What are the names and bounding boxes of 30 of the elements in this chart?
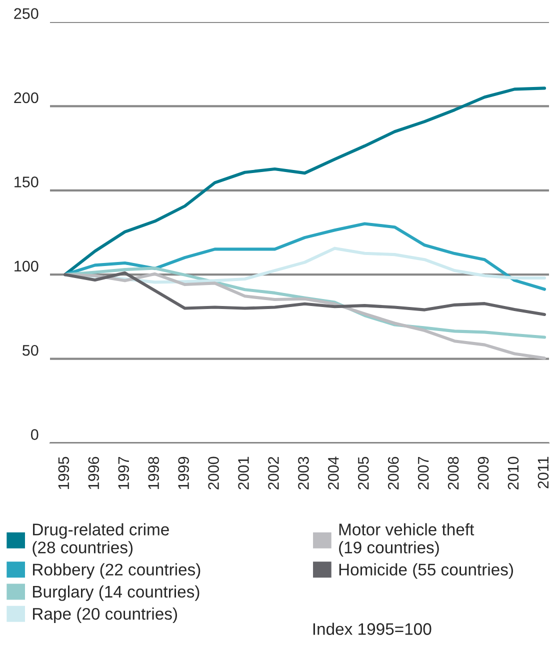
x-tick-label: 1996 [88, 456, 100, 490]
x-tick-label: 2008 [448, 456, 459, 490]
x-tick-label: 2005 [358, 456, 369, 490]
y-tick-label: 0 [30, 429, 38, 440]
legend-label: Homicide (55 countries) [339, 563, 513, 579]
y-tick-label: 50 [22, 344, 38, 356]
y-tick-label: 150 [14, 176, 38, 188]
x-tick-label: 2000 [208, 456, 219, 490]
y-tick-label: 200 [14, 92, 38, 104]
legend-label: Burglary (14 countries) [33, 585, 200, 601]
y-tick-label: 100 [14, 260, 38, 272]
legend-label: Motor vehicle theft (19 countries) [339, 523, 474, 557]
x-tick-label: 2009 [478, 456, 489, 490]
x-tick-label: 1998 [148, 456, 159, 490]
x-tick-label: 2007 [418, 456, 429, 490]
x-tick-label: 1997 [118, 456, 130, 490]
legend-label: Robbery (22 countries) [33, 563, 200, 579]
x-tick-label: 2004 [328, 456, 339, 490]
x-tick-label: 1995 [58, 456, 70, 490]
y-tick-label: 250 [14, 8, 38, 19]
x-tick-label: 2003 [298, 456, 309, 490]
x-tick-label: 1999 [178, 456, 189, 490]
x-tick-label: 2010 [508, 456, 519, 490]
x-tick-label: 2001 [238, 456, 249, 490]
x-tick-label: 2002 [268, 456, 279, 490]
x-tick-label: 2006 [388, 456, 399, 490]
x-tick-label: 2011 [538, 456, 549, 488]
legend-label: Rape (20 countries) [33, 608, 178, 624]
text: Index 1995=100 [313, 622, 432, 635]
legend-label: Drug-related crime (28 countries) [32, 523, 169, 557]
